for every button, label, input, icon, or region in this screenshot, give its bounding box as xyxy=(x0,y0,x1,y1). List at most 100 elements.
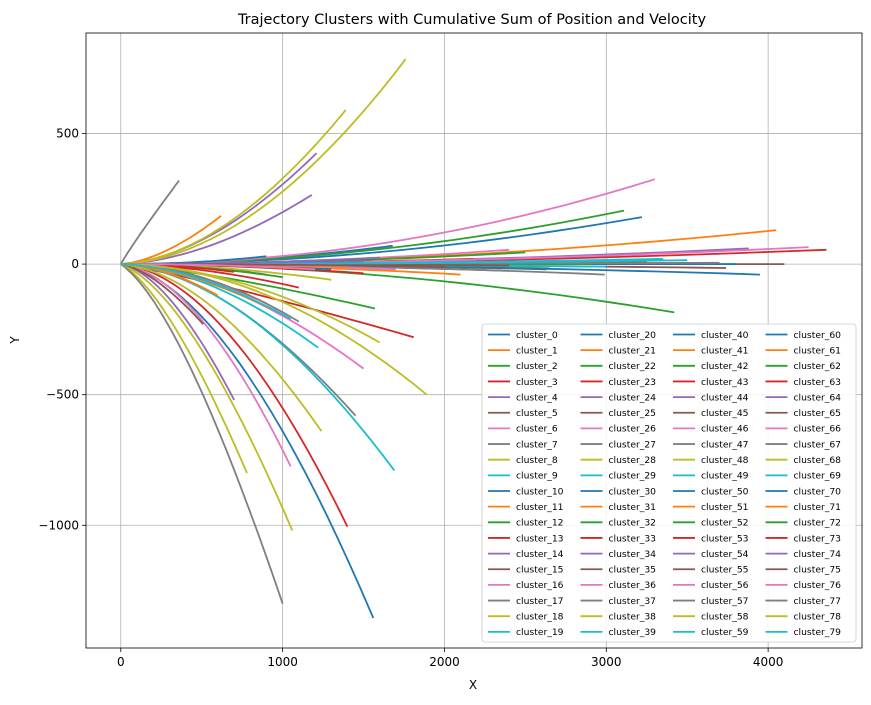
legend-label: cluster_30 xyxy=(609,486,657,497)
legend-label: cluster_8 xyxy=(516,455,558,466)
legend-label: cluster_35 xyxy=(609,565,657,576)
legend-label: cluster_6 xyxy=(516,424,558,435)
legend-label: cluster_1 xyxy=(516,345,558,356)
legend-label: cluster_5 xyxy=(516,408,558,419)
chart-title: Trajectory Clusters with Cumulative Sum … xyxy=(237,12,707,28)
legend-label: cluster_56 xyxy=(701,580,749,591)
legend-label: cluster_43 xyxy=(701,377,749,388)
legend-label: cluster_33 xyxy=(609,533,657,544)
legend-label: cluster_72 xyxy=(794,518,842,529)
legend-label: cluster_3 xyxy=(516,377,558,388)
x-tick-label: 4000 xyxy=(753,655,784,669)
legend-label: cluster_36 xyxy=(609,580,657,591)
legend-label: cluster_67 xyxy=(794,439,842,450)
legend-label: cluster_16 xyxy=(516,580,564,591)
series-line-cluster_76 xyxy=(120,263,316,271)
legend-label: cluster_29 xyxy=(609,471,657,482)
legend-label: cluster_24 xyxy=(609,392,657,403)
legend-label: cluster_75 xyxy=(794,565,842,576)
legend-label: cluster_73 xyxy=(794,533,842,544)
plot-frame xyxy=(85,32,863,649)
legend-label: cluster_10 xyxy=(516,486,564,497)
legend-label: cluster_32 xyxy=(609,518,657,529)
legend-label: cluster_68 xyxy=(794,455,842,466)
legend-label: cluster_48 xyxy=(701,455,749,466)
series-line-cluster_28 xyxy=(120,263,294,531)
series-line-cluster_17 xyxy=(120,263,284,604)
legend-label: cluster_25 xyxy=(609,408,657,419)
legend-label: cluster_26 xyxy=(609,424,657,435)
legend-label: cluster_17 xyxy=(516,596,564,607)
series-lines xyxy=(120,58,827,619)
legend-label: cluster_63 xyxy=(794,377,842,388)
series-line-cluster_38 xyxy=(120,109,347,265)
series-line-cluster_58 xyxy=(120,263,323,432)
legend-label: cluster_53 xyxy=(701,533,749,544)
legend-label: cluster_51 xyxy=(701,502,749,513)
legend-label: cluster_49 xyxy=(701,471,749,482)
legend-label: cluster_74 xyxy=(794,549,842,560)
legend-label: cluster_55 xyxy=(701,565,749,576)
legend-label: cluster_12 xyxy=(516,518,564,529)
legend-label: cluster_42 xyxy=(701,361,749,372)
legend-label: cluster_59 xyxy=(701,627,749,638)
x-tick-label: 0 xyxy=(117,655,125,669)
legend-label: cluster_4 xyxy=(516,392,558,403)
series-line-cluster_16 xyxy=(120,263,292,467)
legend-label: cluster_40 xyxy=(701,330,749,341)
legend-label: cluster_70 xyxy=(794,486,842,497)
legend-label: cluster_58 xyxy=(701,612,749,623)
legend-label: cluster_79 xyxy=(794,627,842,638)
series-line-cluster_8 xyxy=(120,263,248,474)
legend-label: cluster_76 xyxy=(794,580,842,591)
y-tick-label: 500 xyxy=(56,127,79,141)
legend-label: cluster_78 xyxy=(794,612,842,623)
legend-label: cluster_13 xyxy=(516,533,564,544)
legend-label: cluster_28 xyxy=(609,455,657,466)
legend-label: cluster_15 xyxy=(516,565,564,576)
legend-label: cluster_41 xyxy=(701,345,749,356)
legend-label: cluster_47 xyxy=(701,439,749,450)
legend-label: cluster_39 xyxy=(609,627,657,638)
legend-label: cluster_0 xyxy=(516,330,558,341)
legend-label: cluster_7 xyxy=(516,439,558,450)
legend-label: cluster_64 xyxy=(794,392,842,403)
x-tick-label: 1000 xyxy=(267,655,298,669)
legend-label: cluster_38 xyxy=(609,612,657,623)
legend-label: cluster_60 xyxy=(794,330,842,341)
series-line-cluster_48 xyxy=(120,58,407,265)
legend-label: cluster_45 xyxy=(701,408,749,419)
legend-label: cluster_66 xyxy=(794,424,842,435)
y-tick-label: −500 xyxy=(46,388,79,402)
legend-label: cluster_34 xyxy=(609,549,657,560)
legend-label: cluster_18 xyxy=(516,612,564,623)
legend-label: cluster_19 xyxy=(516,627,564,638)
legend-label: cluster_62 xyxy=(794,361,842,372)
legend-label: cluster_27 xyxy=(609,439,657,450)
legend-label: cluster_22 xyxy=(609,361,657,372)
y-tick-label: 0 xyxy=(71,257,79,271)
legend-label: cluster_77 xyxy=(794,596,842,607)
legend-label: cluster_2 xyxy=(516,361,558,372)
series-line-cluster_55 xyxy=(120,263,204,325)
legend-label: cluster_9 xyxy=(516,471,558,482)
legend-label: cluster_37 xyxy=(609,596,657,607)
series-line-cluster_14 xyxy=(120,263,235,401)
legend-label: cluster_11 xyxy=(516,502,564,513)
legend-label: cluster_46 xyxy=(701,424,749,435)
y-tick-label: −1000 xyxy=(38,518,79,532)
x-axis-label: X xyxy=(469,678,477,692)
series-line-cluster_13 xyxy=(120,263,349,527)
legend-label: cluster_52 xyxy=(701,518,749,529)
legend-label: cluster_31 xyxy=(609,502,657,513)
series-line-cluster_78 xyxy=(120,263,381,344)
legend-label: cluster_44 xyxy=(701,392,749,403)
legend: cluster_0cluster_1cluster_2cluster_3clus… xyxy=(481,323,857,643)
x-tick-label: 2000 xyxy=(429,655,460,669)
legend-label: cluster_14 xyxy=(516,549,564,560)
legend-label: cluster_20 xyxy=(609,330,657,341)
legend-label: cluster_57 xyxy=(701,596,749,607)
